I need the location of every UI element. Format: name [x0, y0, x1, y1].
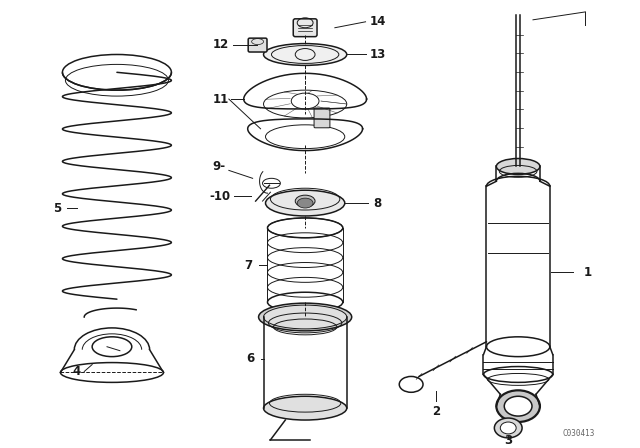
Ellipse shape	[264, 396, 347, 420]
Ellipse shape	[295, 195, 315, 207]
Ellipse shape	[297, 198, 313, 208]
Ellipse shape	[264, 305, 347, 329]
Ellipse shape	[500, 422, 516, 434]
Text: 8: 8	[373, 197, 381, 210]
Ellipse shape	[504, 396, 532, 416]
Ellipse shape	[399, 376, 423, 392]
FancyBboxPatch shape	[248, 38, 267, 52]
Text: 11: 11	[212, 93, 229, 106]
Text: 7: 7	[244, 259, 253, 272]
Text: -10: -10	[210, 190, 231, 202]
Ellipse shape	[262, 178, 280, 188]
Ellipse shape	[494, 418, 522, 438]
Text: 13: 13	[369, 48, 386, 61]
Text: 6: 6	[246, 352, 255, 365]
Ellipse shape	[259, 303, 352, 331]
Text: 3: 3	[504, 435, 512, 448]
Ellipse shape	[497, 390, 540, 422]
Text: C030413: C030413	[563, 429, 595, 439]
FancyBboxPatch shape	[293, 19, 317, 37]
Ellipse shape	[497, 159, 540, 174]
Ellipse shape	[264, 43, 347, 65]
Text: 14: 14	[369, 15, 386, 28]
Text: 2: 2	[432, 405, 440, 418]
Text: 5: 5	[53, 202, 61, 215]
Text: 1: 1	[584, 266, 591, 279]
Text: 4: 4	[72, 365, 81, 378]
Text: 12: 12	[212, 38, 229, 51]
FancyBboxPatch shape	[314, 108, 330, 128]
Ellipse shape	[266, 190, 345, 216]
Text: 9-: 9-	[212, 160, 226, 173]
